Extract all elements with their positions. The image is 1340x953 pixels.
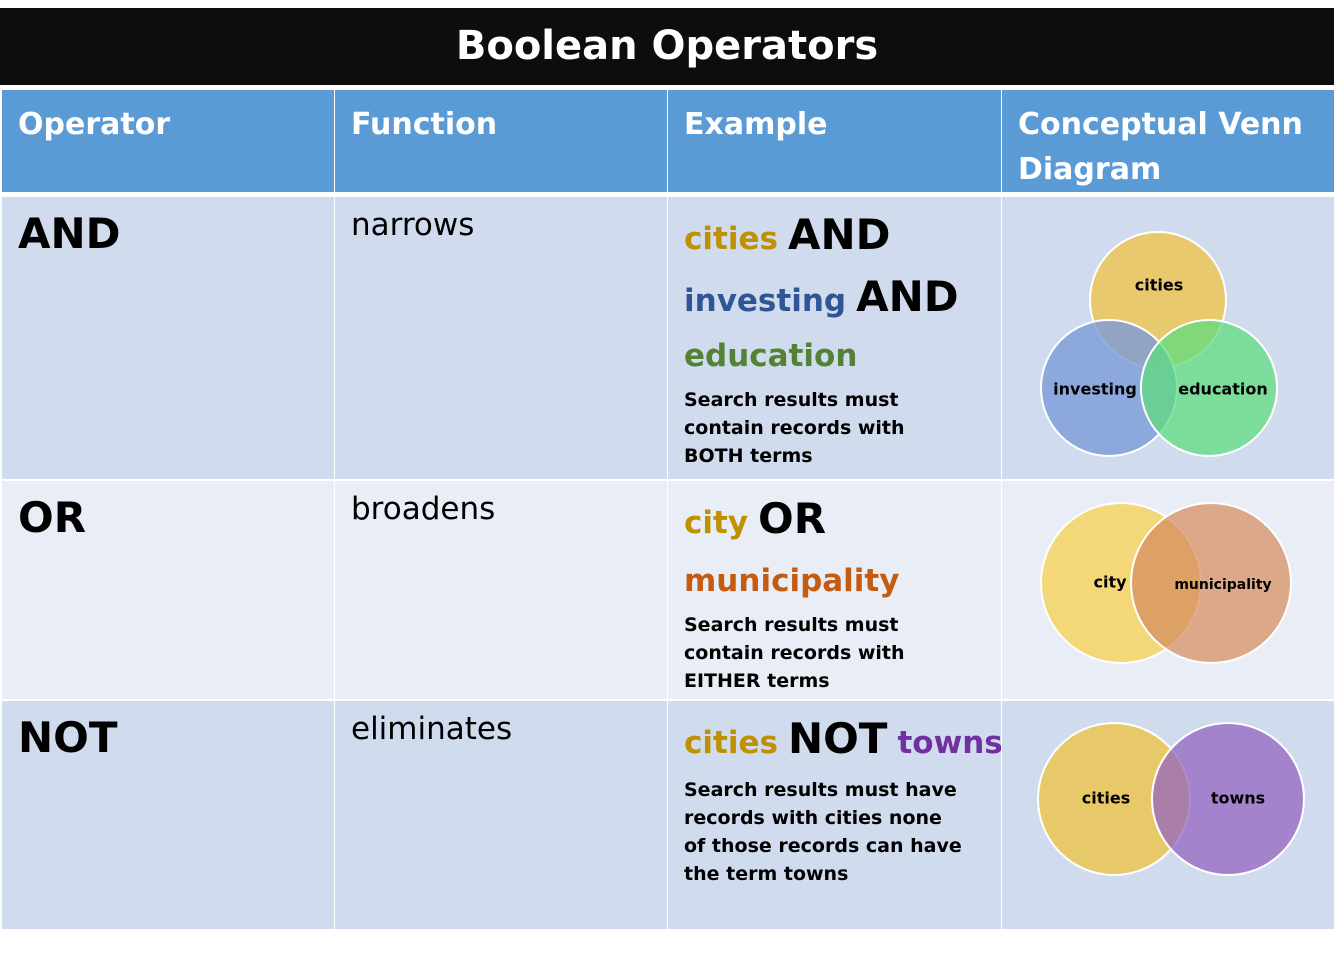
example-term: city <box>684 505 749 541</box>
operator-cell: NOT <box>2 701 334 929</box>
example-description: Search results must have records with ci… <box>684 779 962 885</box>
venn-circle <box>1130 502 1292 664</box>
venn-label: cities <box>1135 276 1183 295</box>
example-line: cities NOT towns <box>684 711 1003 776</box>
example-term: towns <box>897 725 1003 761</box>
venn-label: cities <box>1082 789 1130 808</box>
venn-label: city <box>1093 573 1127 592</box>
operator-cell: AND <box>2 197 334 479</box>
example-line: education <box>684 331 985 386</box>
example-description: Search results must contain records with… <box>684 614 905 692</box>
example-term: municipality <box>684 563 900 599</box>
example-term: cities <box>684 725 778 761</box>
example-line: cities AND <box>684 207 985 272</box>
function-cell: narrows <box>335 197 667 479</box>
example-line: municipality <box>684 556 985 611</box>
example-cell: cities NOT towns Search results must have r… <box>668 701 1003 929</box>
venn-or: city municipality <box>1040 502 1292 664</box>
venn-not: cities towns <box>1037 722 1305 876</box>
example-term: AND <box>856 272 959 321</box>
function-cell: eliminates <box>335 701 667 929</box>
venn-circle <box>1151 722 1305 876</box>
function-cell: broadens <box>335 481 667 699</box>
example-term: AND <box>787 210 891 259</box>
operator-cell: OR <box>2 481 334 699</box>
example-cell: city OR municipality Search results must co… <box>668 481 1001 699</box>
venn-label: investing <box>1053 380 1137 399</box>
header-cell: Example <box>668 90 1001 192</box>
header-cell: Function <box>335 90 667 192</box>
venn-circle <box>1140 319 1278 457</box>
venn-and: cities investing education <box>1040 231 1278 457</box>
venn-label: municipality <box>1174 577 1271 593</box>
example-line: city OR <box>684 491 985 556</box>
header-cell: Operator <box>2 90 334 192</box>
example-term: cities <box>684 221 778 257</box>
example-description: Search results must contain records with… <box>684 389 905 467</box>
example-cell: cities AND investing AND education Search res… <box>668 197 1001 479</box>
header-cell: Conceptual Venn Diagram <box>1002 90 1334 192</box>
example-term: education <box>684 338 858 374</box>
venn-label: education <box>1178 380 1268 399</box>
example-term: OR <box>758 494 827 543</box>
title-bar: Boolean Operators <box>0 8 1334 85</box>
example-term: investing <box>684 283 847 319</box>
venn-label: towns <box>1211 789 1265 808</box>
example-line: investing AND <box>684 272 985 331</box>
example-term: NOT <box>787 714 888 763</box>
